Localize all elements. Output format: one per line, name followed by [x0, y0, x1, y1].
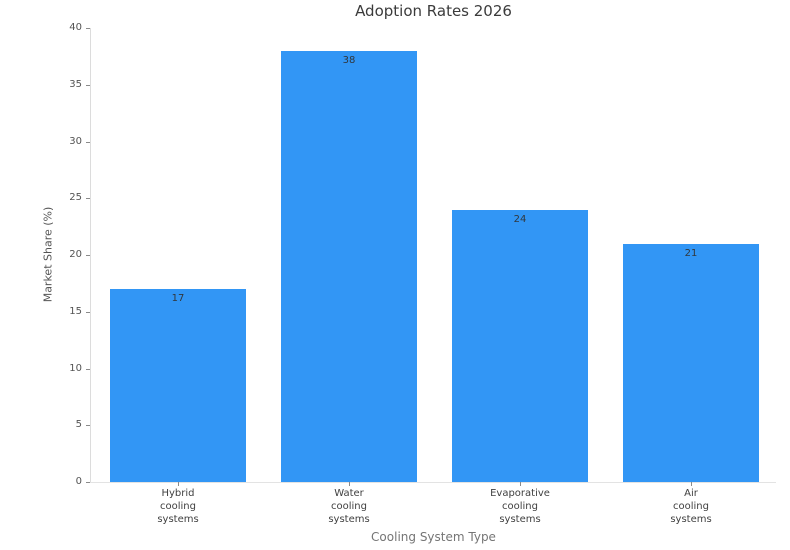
y-axis-line	[90, 28, 91, 482]
chart-title: Adoption Rates 2026	[355, 2, 512, 20]
bar	[281, 50, 417, 482]
bar-value-label: 17	[171, 293, 185, 305]
y-tick-label: 25	[69, 192, 82, 204]
y-tick-mark	[86, 84, 90, 86]
bar	[452, 209, 588, 482]
y-tick-mark	[86, 255, 90, 256]
bar-value-label: 24	[513, 213, 527, 225]
x-tick-label: Hybrid cooling systems	[110, 487, 246, 526]
x-tick-label: Air cooling systems	[623, 487, 759, 526]
x-tick-label-line: systems	[670, 514, 712, 525]
y-tick-label: 5	[75, 419, 82, 431]
x-axis-title: Cooling System Type	[371, 530, 496, 544]
y-tick-label: 0	[75, 476, 82, 487]
x-tick-label: Water cooling systems	[281, 487, 417, 526]
x-axis-line	[90, 482, 776, 483]
y-tick-mark	[86, 28, 90, 29]
y-tick-label: 40	[69, 22, 82, 33]
x-tick-label-line: systems	[328, 514, 370, 525]
y-tick-label: 35	[69, 78, 82, 90]
y-tick-label: 20	[69, 249, 82, 260]
bar	[623, 243, 759, 482]
y-tick-label: 30	[69, 135, 82, 147]
x-tick-label-line: cooling	[673, 501, 709, 512]
bar-value-label: 38	[342, 54, 356, 66]
y-tick-mark	[86, 482, 90, 483]
x-tick-label: Evaporative cooling systems	[452, 487, 588, 526]
x-tick-label-line: Air	[684, 488, 698, 499]
y-tick-mark	[86, 198, 90, 200]
y-tick-mark	[86, 311, 90, 313]
x-tick-label-line: Hybrid	[161, 488, 195, 499]
bar	[110, 289, 246, 482]
x-tick-mark	[691, 482, 692, 486]
x-tick-label-line: cooling	[160, 501, 196, 512]
x-tick-label-line: systems	[157, 514, 199, 525]
x-tick-mark	[520, 482, 521, 486]
y-tick-mark	[86, 368, 90, 370]
x-tick-label-line: cooling	[502, 501, 538, 512]
bar-value-label: 21	[684, 247, 698, 259]
x-tick-mark	[349, 482, 350, 486]
y-tick-label: 15	[69, 305, 82, 317]
x-tick-label-line: systems	[499, 514, 541, 525]
x-tick-mark	[178, 482, 179, 486]
x-tick-label-line: cooling	[331, 501, 367, 512]
y-tick-mark	[86, 141, 90, 143]
y-tick-label: 10	[69, 362, 82, 374]
x-tick-label-line: Water	[334, 488, 364, 499]
y-tick-mark	[86, 425, 90, 427]
x-tick-label-line: Evaporative	[490, 488, 550, 499]
